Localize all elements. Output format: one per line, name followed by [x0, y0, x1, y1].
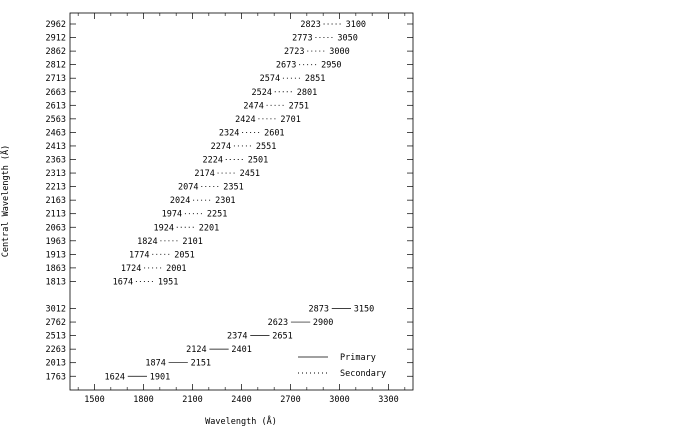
- y-tick-label: 2113: [46, 210, 66, 220]
- y-tick-label: 2563: [46, 115, 66, 125]
- range-start-label: 1774: [129, 250, 149, 260]
- range-start-label: 2424: [235, 115, 255, 125]
- range-start-label: 2873: [309, 305, 329, 315]
- y-tick-label: 2713: [46, 74, 66, 84]
- range-end-label: 2701: [280, 115, 300, 125]
- y-tick-label: 2663: [46, 88, 66, 98]
- y-axis-title: Central Wavelength (Å): [0, 145, 11, 258]
- y-tick-label: 2413: [46, 142, 66, 152]
- range-start-label: 1974: [162, 210, 182, 220]
- y-tick-label: 2513: [46, 332, 66, 342]
- range-segments: [127, 23, 351, 377]
- x-tick-label: 3000: [329, 395, 349, 405]
- y-tick-label: 2962: [46, 20, 66, 30]
- range-end-label: 2801: [297, 88, 317, 98]
- range-end-label: 2301: [215, 196, 235, 206]
- x-tick-label: 2100: [182, 395, 202, 405]
- labels: 1500 1800 2100 2400 2700 3000 3300 2962 2823 3100…: [46, 20, 399, 405]
- x-axis-title: Wavelength (Å): [205, 415, 277, 427]
- range-end-label: 2401: [231, 345, 251, 355]
- legend-label-primary: Primary: [340, 353, 376, 363]
- y-tick-label: 3012: [46, 305, 66, 315]
- range-end-label: 2900: [313, 318, 333, 328]
- range-start-label: 2174: [194, 169, 214, 179]
- range-start-label: 2474: [243, 101, 263, 111]
- range-start-label: 2623: [268, 318, 288, 328]
- x-tick-label: 2700: [280, 395, 300, 405]
- range-end-label: 3050: [337, 34, 357, 44]
- range-end-label: 2151: [191, 359, 211, 369]
- range-end-label: 2051: [174, 250, 194, 260]
- y-tick-label: 2313: [46, 169, 66, 179]
- y-tick-label: 2812: [46, 61, 66, 71]
- range-start-label: 2074: [178, 183, 198, 193]
- x-tick-label: 1800: [133, 395, 153, 405]
- range-start-label: 2324: [219, 128, 239, 138]
- y-tick-label: 2013: [46, 359, 66, 369]
- y-tick-label: 2762: [46, 318, 66, 328]
- range-end-label: 2851: [305, 74, 325, 84]
- range-start-label: 1724: [121, 264, 141, 274]
- x-tick-label: 2400: [231, 395, 251, 405]
- range-start-label: 2574: [260, 74, 280, 84]
- y-tick-label: 2163: [46, 196, 66, 206]
- range-end-label: 2351: [223, 183, 243, 193]
- range-end-label: 2751: [289, 101, 309, 111]
- legend: Primary Secondary: [298, 353, 386, 379]
- range-end-label: 3150: [354, 305, 374, 315]
- y-tick-label: 2063: [46, 223, 66, 233]
- range-start-label: 2823: [300, 20, 320, 30]
- range-start-label: 1674: [113, 277, 133, 287]
- range-end-label: 1951: [158, 277, 178, 287]
- x-tick-label: 1500: [84, 395, 104, 405]
- range-start-label: 2723: [284, 47, 304, 57]
- x-tick-label: 3300: [378, 395, 398, 405]
- range-start-label: 2524: [252, 88, 272, 98]
- range-end-label: 2201: [199, 223, 219, 233]
- range-end-label: 2451: [240, 169, 260, 179]
- y-tick-label: 2263: [46, 345, 66, 355]
- y-tick-label: 1963: [46, 237, 66, 247]
- range-start-label: 2673: [276, 61, 296, 71]
- range-start-label: 2124: [186, 345, 206, 355]
- range-end-label: 2551: [256, 142, 276, 152]
- y-tick-label: 2213: [46, 183, 66, 193]
- y-tick-label: 2463: [46, 128, 66, 138]
- range-end-label: 1901: [150, 372, 170, 382]
- range-end-label: 2501: [248, 156, 268, 166]
- y-tick-label: 1913: [46, 250, 66, 260]
- range-start-label: 2274: [211, 142, 231, 152]
- legend-label-secondary: Secondary: [340, 369, 386, 379]
- range-end-label: 3000: [329, 47, 349, 57]
- y-tick-label: 2363: [46, 156, 66, 166]
- range-end-label: 2950: [321, 61, 341, 71]
- range-end-label: 2651: [272, 332, 292, 342]
- range-start-label: 2224: [203, 156, 223, 166]
- y-tick-label: 1863: [46, 264, 66, 274]
- range-start-label: 1874: [145, 359, 165, 369]
- range-end-label: 2101: [182, 237, 202, 247]
- y-tick-label: 2912: [46, 34, 66, 44]
- range-start-label: 2024: [170, 196, 190, 206]
- range-end-label: 2601: [264, 128, 284, 138]
- range-start-label: 1824: [137, 237, 157, 247]
- axis-ticks: [70, 13, 413, 390]
- y-tick-label: 1813: [46, 277, 66, 287]
- y-tick-label: 1763: [46, 372, 66, 382]
- y-tick-label: 2862: [46, 47, 66, 57]
- range-start-label: 1624: [105, 372, 125, 382]
- range-start-label: 2374: [227, 332, 247, 342]
- range-start-label: 1924: [154, 223, 174, 233]
- range-end-label: 3100: [346, 20, 366, 30]
- range-end-label: 2251: [207, 210, 227, 220]
- range-end-label: 2001: [166, 264, 186, 274]
- y-tick-label: 2613: [46, 101, 66, 111]
- range-start-label: 2773: [292, 34, 312, 44]
